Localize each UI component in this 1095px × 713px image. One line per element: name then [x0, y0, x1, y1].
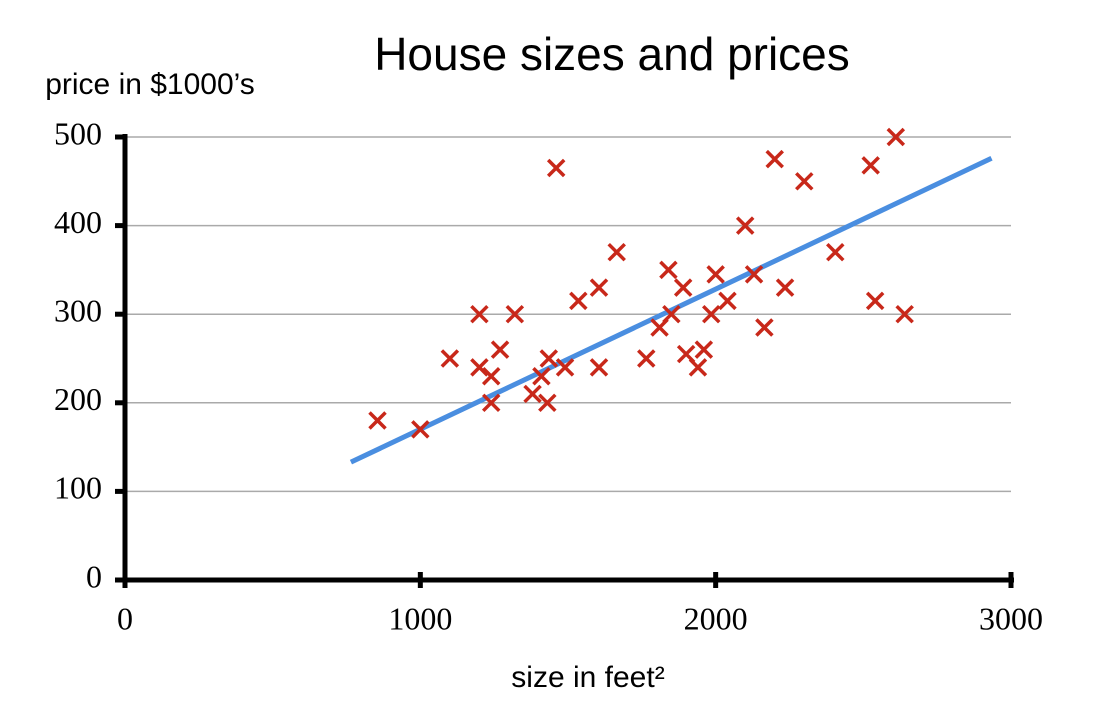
data-point	[735, 216, 755, 235]
data-point	[505, 304, 525, 324]
y-axis-label: price in $1000’s	[45, 68, 255, 101]
x-axis-label: size in feet²	[511, 661, 664, 694]
data-point	[637, 349, 656, 368]
data-point	[440, 349, 460, 368]
data-point	[589, 278, 609, 297]
x-tick-label: 3000	[979, 600, 1043, 636]
data-point	[523, 384, 542, 404]
data-point	[481, 366, 501, 386]
y-tick-label: 300	[54, 293, 102, 329]
data-point	[706, 265, 725, 284]
data-point	[481, 393, 501, 413]
chart-title: House sizes and prices	[374, 28, 850, 80]
y-tick-label: 500	[54, 115, 102, 151]
data-point	[662, 304, 681, 324]
data-point	[755, 318, 774, 337]
data-point	[886, 127, 906, 147]
fit-line	[349, 156, 993, 465]
data-point	[775, 278, 795, 297]
data-point	[865, 291, 885, 311]
y-tick-label: 0	[86, 558, 102, 594]
y-tick-label: 400	[54, 204, 102, 240]
data-point	[895, 304, 914, 324]
data-point	[673, 278, 693, 297]
data-point	[607, 242, 626, 262]
data-point	[861, 156, 880, 175]
data-point	[826, 242, 845, 262]
data-point	[368, 411, 387, 430]
data-point	[589, 358, 609, 377]
data-point	[470, 358, 489, 377]
y-tick-label: 100	[54, 470, 102, 506]
x-tick-label: 1000	[388, 600, 452, 636]
data-point	[546, 158, 566, 178]
data-point	[470, 304, 489, 324]
data-point	[688, 358, 708, 377]
data-point	[555, 358, 575, 377]
y-tick-label: 200	[54, 381, 102, 417]
x-tick-label: 0	[117, 600, 133, 636]
data-point	[795, 172, 814, 191]
data-point	[538, 393, 557, 413]
data-point	[569, 291, 588, 311]
data-point	[744, 265, 764, 284]
data-point	[701, 304, 721, 324]
data-point	[539, 349, 559, 368]
data-point	[718, 291, 737, 311]
data-point	[659, 260, 678, 280]
data-point	[765, 149, 784, 169]
x-tick-label: 2000	[684, 600, 748, 636]
data-point	[411, 420, 430, 439]
data-point	[532, 366, 551, 386]
data-point	[694, 340, 714, 359]
data-point	[490, 340, 510, 359]
